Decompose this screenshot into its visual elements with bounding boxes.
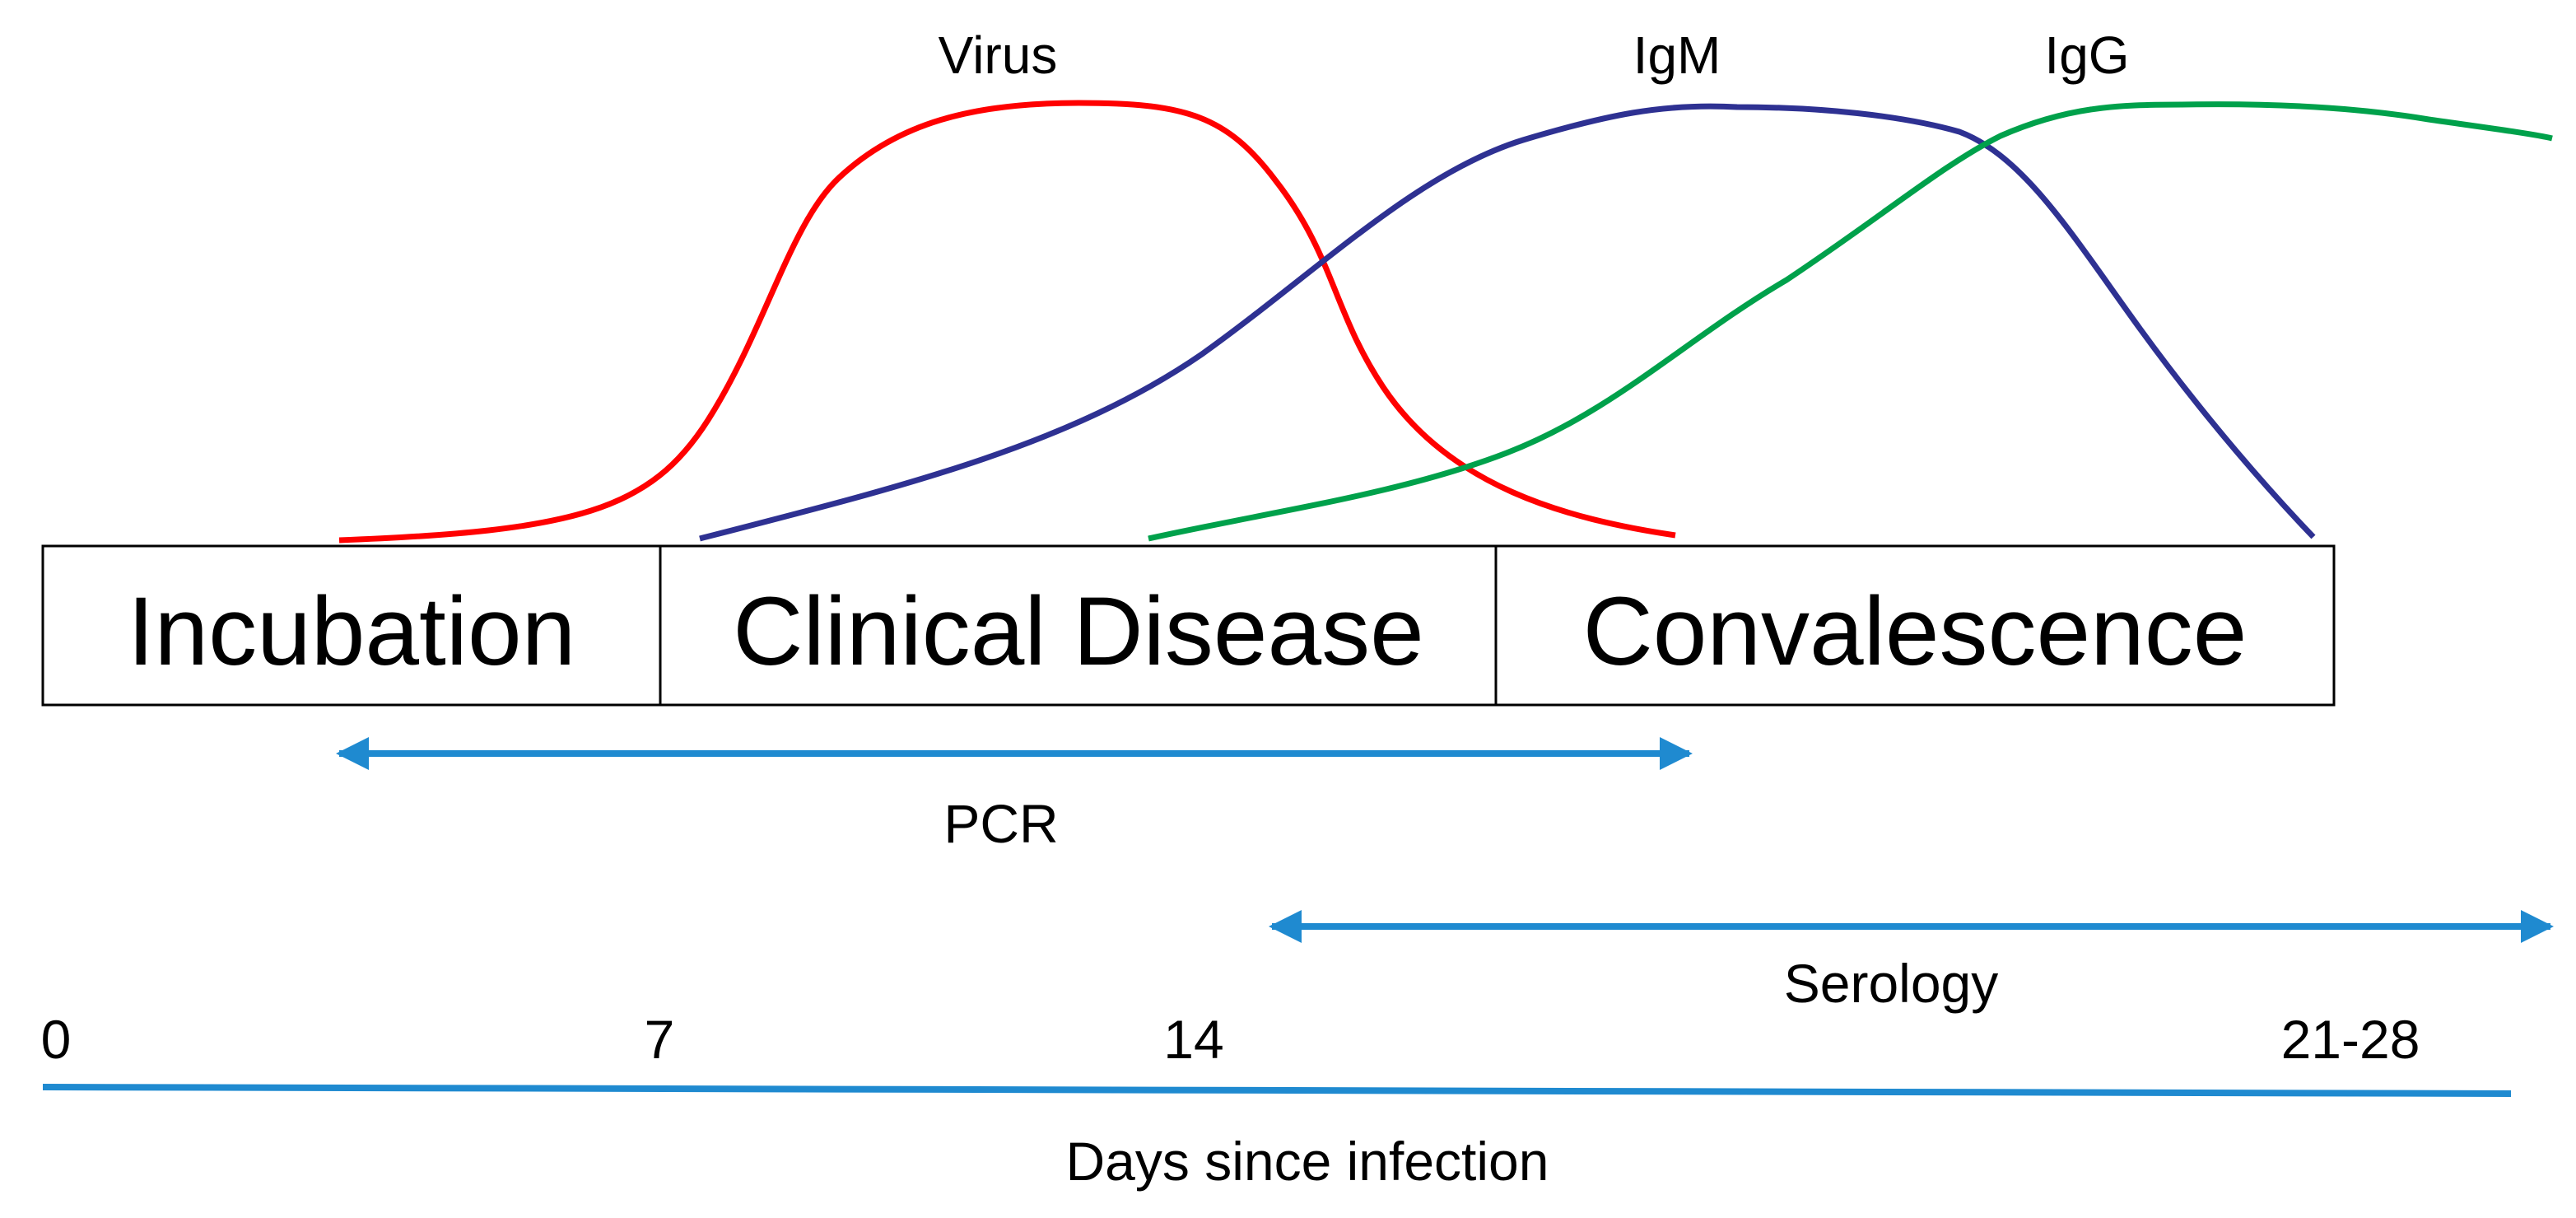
tick-label-0: 0 xyxy=(41,1009,72,1070)
igm-curve xyxy=(699,103,2316,542)
timeline-title: Days since infection xyxy=(1066,1131,1549,1192)
stage-box-convalescence xyxy=(1494,544,2336,707)
timeline-axis xyxy=(42,1084,2512,1097)
stage-box-clinical xyxy=(659,544,1498,707)
igg-curve xyxy=(1148,101,2553,542)
tick-label-21-28: 21-28 xyxy=(2281,1009,2420,1070)
stage-bar: Incubation Clinical Disease Convalescenc… xyxy=(41,544,2336,707)
serology-label: Serology xyxy=(1784,953,1999,1014)
stage-label-clinical: Clinical Disease xyxy=(733,577,1423,686)
stage-box-incubation xyxy=(41,544,662,707)
virus-curve xyxy=(338,100,1676,544)
pcr-label: PCR xyxy=(943,793,1058,854)
tick-label-7: 7 xyxy=(645,1009,675,1070)
tick-label-14: 14 xyxy=(1163,1009,1223,1070)
stage-label-incubation: Incubation xyxy=(128,577,576,686)
virus-label: Virus xyxy=(939,26,1058,85)
igg-label: IgG xyxy=(2044,26,2129,85)
igm-label: IgM xyxy=(1633,26,1721,85)
stage-label-convalescence: Convalescence xyxy=(1583,577,2248,686)
